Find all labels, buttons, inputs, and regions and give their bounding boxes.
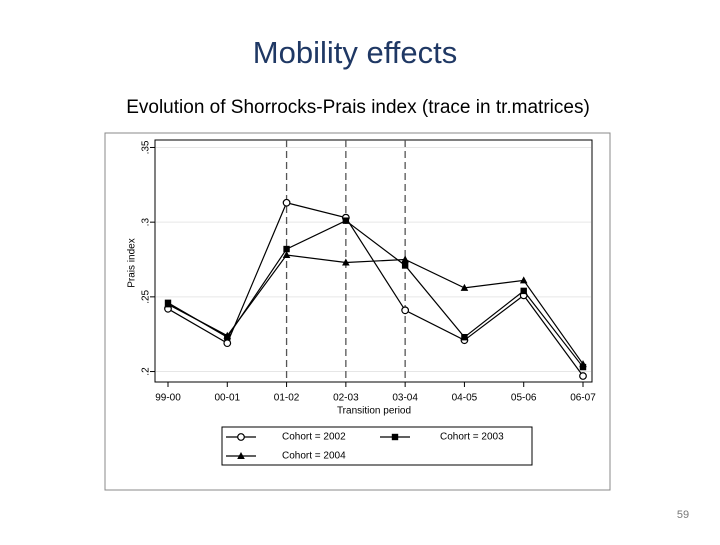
x-tick-label: 03-04 bbox=[392, 393, 418, 404]
y-tick-label: .35 bbox=[141, 140, 152, 154]
series-line bbox=[167, 254, 584, 365]
slide-title: Mobility effects bbox=[253, 35, 457, 70]
legend-label: Cohort = 2004 bbox=[282, 451, 346, 462]
point bbox=[282, 198, 291, 207]
legend-marker bbox=[391, 433, 399, 441]
x-tick-label: 00-01 bbox=[214, 393, 240, 404]
point bbox=[164, 300, 172, 308]
x-tick-label: 05-06 bbox=[511, 393, 537, 404]
point bbox=[282, 251, 291, 259]
y-tick-label: .3 bbox=[141, 218, 152, 227]
legend-marker bbox=[237, 452, 245, 459]
x-axis-label: Transition period bbox=[337, 406, 411, 417]
point bbox=[579, 372, 587, 380]
point bbox=[579, 360, 587, 368]
x-tick-label: 04-05 bbox=[452, 393, 478, 404]
legend-marker bbox=[237, 433, 245, 441]
page-number: 59 bbox=[677, 509, 689, 521]
y-tick-label: .2 bbox=[141, 367, 152, 376]
point bbox=[401, 255, 409, 263]
legend-label: Cohort = 2002 bbox=[282, 432, 346, 443]
point bbox=[461, 333, 468, 341]
x-tick-label: 02-03 bbox=[333, 393, 359, 404]
x-tick-label: 01-02 bbox=[274, 393, 300, 404]
slide-subtitle: Evolution of Shorrocks-Prais index (trac… bbox=[126, 97, 590, 118]
point bbox=[342, 217, 350, 224]
point bbox=[401, 262, 409, 269]
legend bbox=[221, 426, 533, 466]
y-axis-label: Prais index bbox=[127, 238, 138, 287]
x-tick-label: 99-00 bbox=[155, 393, 181, 404]
point bbox=[223, 331, 232, 339]
point bbox=[223, 339, 232, 348]
y-tick-label: .25 bbox=[141, 289, 152, 303]
point bbox=[342, 258, 350, 266]
point bbox=[519, 276, 528, 284]
point bbox=[460, 283, 469, 291]
x-tick-label: 06-07 bbox=[570, 393, 596, 404]
point bbox=[401, 306, 410, 315]
point bbox=[283, 245, 290, 253]
point bbox=[520, 287, 527, 295]
legend-label: Cohort = 2003 bbox=[440, 432, 504, 443]
series-line bbox=[167, 202, 584, 377]
